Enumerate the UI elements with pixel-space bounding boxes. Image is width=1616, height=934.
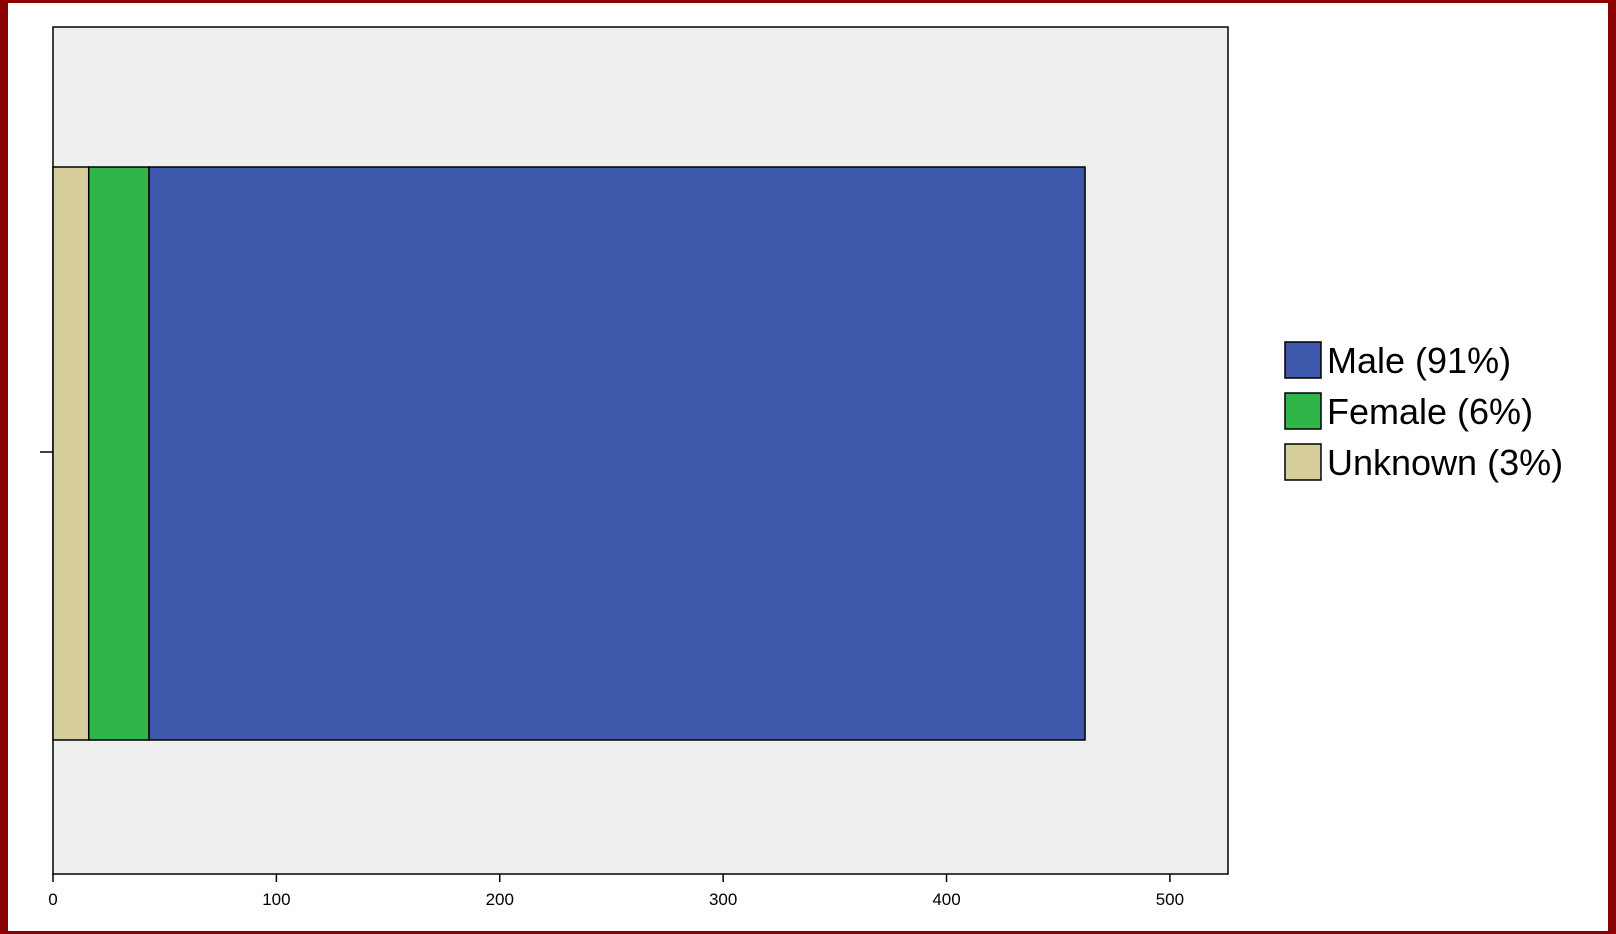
legend-label: Male (91%)	[1327, 340, 1511, 381]
bar-segment-female	[87, 166, 150, 741]
stacked-bar-chart: 0 100 200 300 400 500 Male (91%) Female (6%) Un…	[40, 26, 1563, 909]
legend-label: Female (6%)	[1327, 391, 1533, 432]
x-tick-label: 100	[262, 890, 290, 909]
bar-segment-unknown	[52, 166, 90, 741]
x-axis: 0 100 200 300 400 500	[48, 874, 1184, 909]
legend-label: Unknown (3%)	[1327, 442, 1563, 483]
bar-segment-male	[148, 166, 1086, 741]
bar-group	[52, 166, 1086, 741]
x-tick-label: 400	[932, 890, 960, 909]
legend-swatch	[1284, 443, 1322, 481]
legend-swatch	[1284, 341, 1322, 379]
x-tick-label: 300	[709, 890, 737, 909]
x-tick-label: 500	[1156, 890, 1184, 909]
x-tick-label: 200	[486, 890, 514, 909]
legend: Male (91%) Female (6%) Unknown (3%)	[1284, 340, 1563, 483]
x-tick-label: 0	[48, 890, 57, 909]
chart-canvas: 0 100 200 300 400 500 Male (91%) Female (6%) Un…	[8, 3, 1608, 931]
legend-swatch	[1284, 392, 1322, 430]
